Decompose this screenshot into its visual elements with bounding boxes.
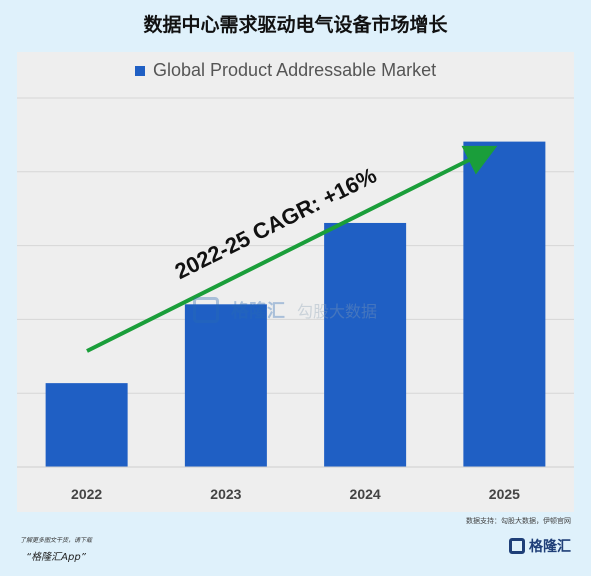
watermark: 格隆汇 勾股大数据 xyxy=(193,297,377,323)
footer-hint: 了解更多图文干货，请下载 xyxy=(20,537,93,544)
footer-brand: 格隆汇 xyxy=(509,536,571,556)
legend-swatch xyxy=(135,65,145,76)
watermark-text: 格隆汇 xyxy=(231,301,285,322)
cagr-arrow xyxy=(86,145,498,353)
x-tick-label: 2024 xyxy=(350,486,381,502)
bar xyxy=(184,304,267,467)
brand-logo-icon xyxy=(509,538,525,554)
bar xyxy=(45,383,128,467)
chart-legend: Global Product Addressable Market xyxy=(135,60,436,81)
x-tick-label: 2023 xyxy=(210,486,241,502)
chart-title: 数据中心需求驱动电气设备市场增长 xyxy=(143,14,448,36)
bar xyxy=(463,141,546,467)
watermark-logo-icon xyxy=(193,297,219,323)
chart-panel: 2022 2023 2024 2025 2022-25 CAGR: +16% Globa… xyxy=(17,52,574,512)
bar xyxy=(324,222,407,467)
legend-label: Global Product Addressable Market xyxy=(153,60,437,80)
data-source: 数据支持：勾股大数据，伊顿官网 xyxy=(466,517,571,525)
watermark-text-secondary: 勾股大数据 xyxy=(297,302,378,321)
x-tick-label: 2022 xyxy=(71,486,102,502)
x-tick-label: 2025 xyxy=(489,486,520,502)
brand-name: 格隆汇 xyxy=(529,539,571,555)
footer-app-name: “格隆汇App” xyxy=(26,552,86,563)
